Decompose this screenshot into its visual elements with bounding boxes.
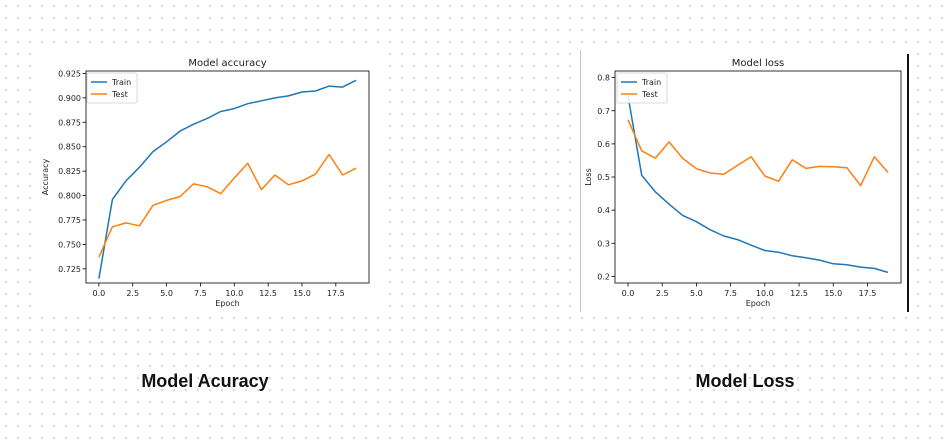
y-tick-label: 0.850 — [58, 143, 81, 152]
y-tick-label: 0.775 — [58, 216, 81, 225]
legend-box — [86, 72, 138, 104]
accuracy-chart-panel: Model accuracy 0.0 2.5 5.0 7.5 10.0 12.5 15.0 17… — [38, 50, 380, 312]
legend-box — [616, 72, 668, 104]
y-tick-label: 0.4 — [597, 206, 610, 215]
panel-divider — [907, 54, 909, 312]
y-tick-label: 0.750 — [58, 240, 81, 249]
y-tick-label: 0.925 — [58, 69, 81, 78]
x-tick-label: 7.5 — [194, 289, 207, 298]
series-line-train — [627, 95, 889, 274]
y-tick-label: 0.7 — [597, 107, 610, 116]
y-axis-label: Accuracy — [41, 158, 50, 195]
y-tick-label: 0.2 — [597, 272, 610, 281]
x-tick-label: 17.5 — [327, 289, 345, 298]
x-tick-label: 15.0 — [824, 289, 842, 298]
y-tick-label: 0.725 — [58, 265, 81, 274]
accuracy-chart: Model accuracy 0.0 2.5 5.0 7.5 10.0 12.5 15.0 17… — [41, 58, 370, 308]
legend-label-test: Test — [641, 90, 658, 99]
accuracy-caption: Model Acuracy — [141, 371, 269, 391]
x-axis-label: Epoch — [215, 299, 240, 308]
loss-chart-panel: Model loss 0.0 2.5 5.0 7.5 10.0 12.5 15.0 17.5 0.… — [580, 50, 910, 312]
y-tick-label: 0.3 — [597, 239, 610, 248]
x-tick-label: 12.5 — [790, 289, 808, 298]
chart-title: Model loss — [732, 58, 785, 69]
series-line-test — [98, 153, 357, 258]
series-line-train — [98, 79, 357, 279]
chart-title: Model accuracy — [188, 58, 266, 69]
x-tick-label: 2.5 — [126, 289, 139, 298]
y-tick-label: 0.800 — [58, 192, 81, 201]
loss-chart: Model loss 0.0 2.5 5.0 7.5 10.0 12.5 15.0 17.5 0.… — [584, 58, 902, 308]
x-tick-label: 7.5 — [724, 289, 737, 298]
x-tick-label: 17.5 — [859, 289, 877, 298]
legend-label-test: Test — [111, 90, 128, 99]
y-tick-label: 0.900 — [58, 94, 81, 103]
x-tick-label: 5.0 — [690, 289, 703, 298]
y-tick-label: 0.8 — [597, 74, 610, 83]
x-tick-label: 15.0 — [293, 289, 311, 298]
series-line-test — [627, 119, 889, 187]
legend-label-train: Train — [641, 78, 661, 87]
x-tick-label: 12.5 — [259, 289, 277, 298]
plot-frame — [85, 70, 370, 284]
x-axis-label: Epoch — [746, 299, 771, 308]
y-tick-label: 0.825 — [58, 167, 81, 176]
y-tick-label: 0.875 — [58, 118, 81, 127]
legend-label-train: Train — [111, 78, 131, 87]
x-tick-label: 2.5 — [656, 289, 669, 298]
x-tick-label: 0.0 — [622, 289, 635, 298]
y-tick-label: 0.5 — [597, 173, 610, 182]
x-tick-label: 0.0 — [92, 289, 105, 298]
loss-caption: Model Loss — [695, 371, 795, 391]
x-tick-label: 10.0 — [756, 289, 774, 298]
y-axis-label: Loss — [584, 168, 593, 186]
y-tick-label: 0.6 — [597, 140, 610, 149]
x-tick-label: 10.0 — [225, 289, 243, 298]
x-tick-label: 5.0 — [160, 289, 173, 298]
